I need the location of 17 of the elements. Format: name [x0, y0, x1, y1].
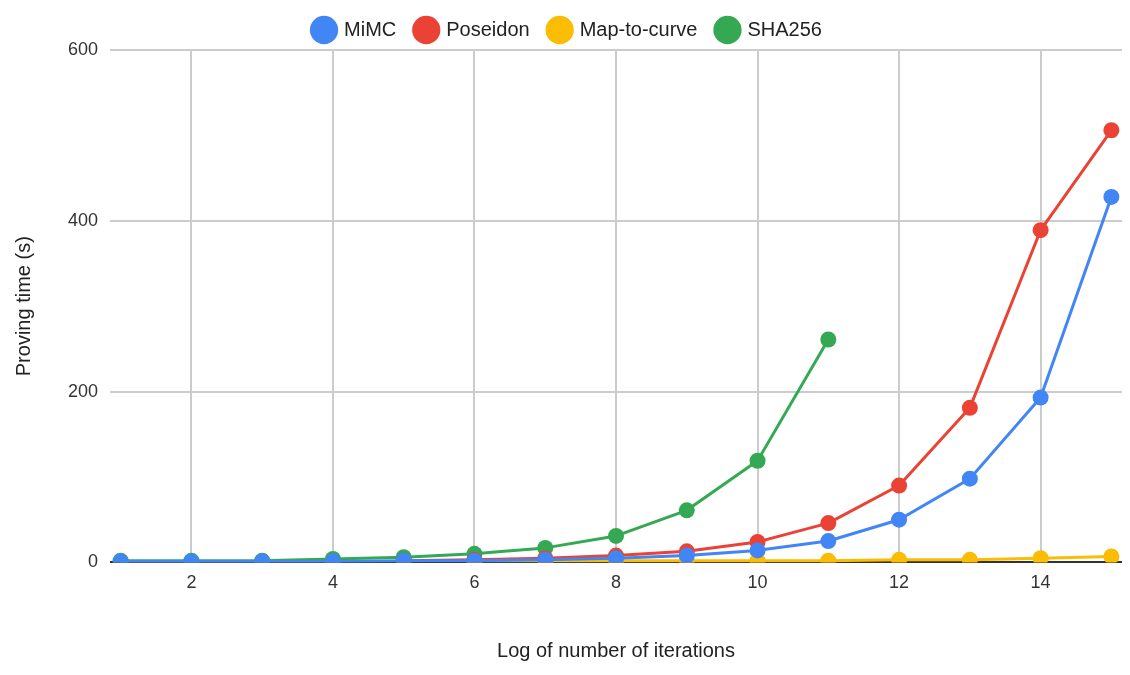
y-axis-title: Proving time (s) — [11, 236, 34, 377]
x-tick-label: 6 — [469, 572, 480, 593]
y-tick-label: 0 — [88, 551, 99, 572]
x-axis-title: Log of number of iterations — [497, 638, 735, 661]
x-tick-label: 8 — [611, 572, 622, 593]
x-tick-label: 10 — [747, 572, 768, 593]
x-tick-label: 12 — [889, 572, 910, 593]
x-tick-label: 2 — [186, 572, 197, 593]
legend-label: MiMC — [344, 17, 397, 40]
legend-label: Poseidon — [446, 17, 530, 40]
legend-label: Map-to-curve — [579, 17, 698, 40]
x-tick-label: 14 — [1030, 572, 1051, 593]
y-tick-label: 400 — [67, 209, 99, 230]
y-tick-label: 600 — [67, 38, 99, 59]
y-tick-label: 200 — [67, 380, 99, 401]
legend-label: SHA256 — [747, 17, 822, 40]
x-tick-label: 4 — [327, 572, 338, 593]
